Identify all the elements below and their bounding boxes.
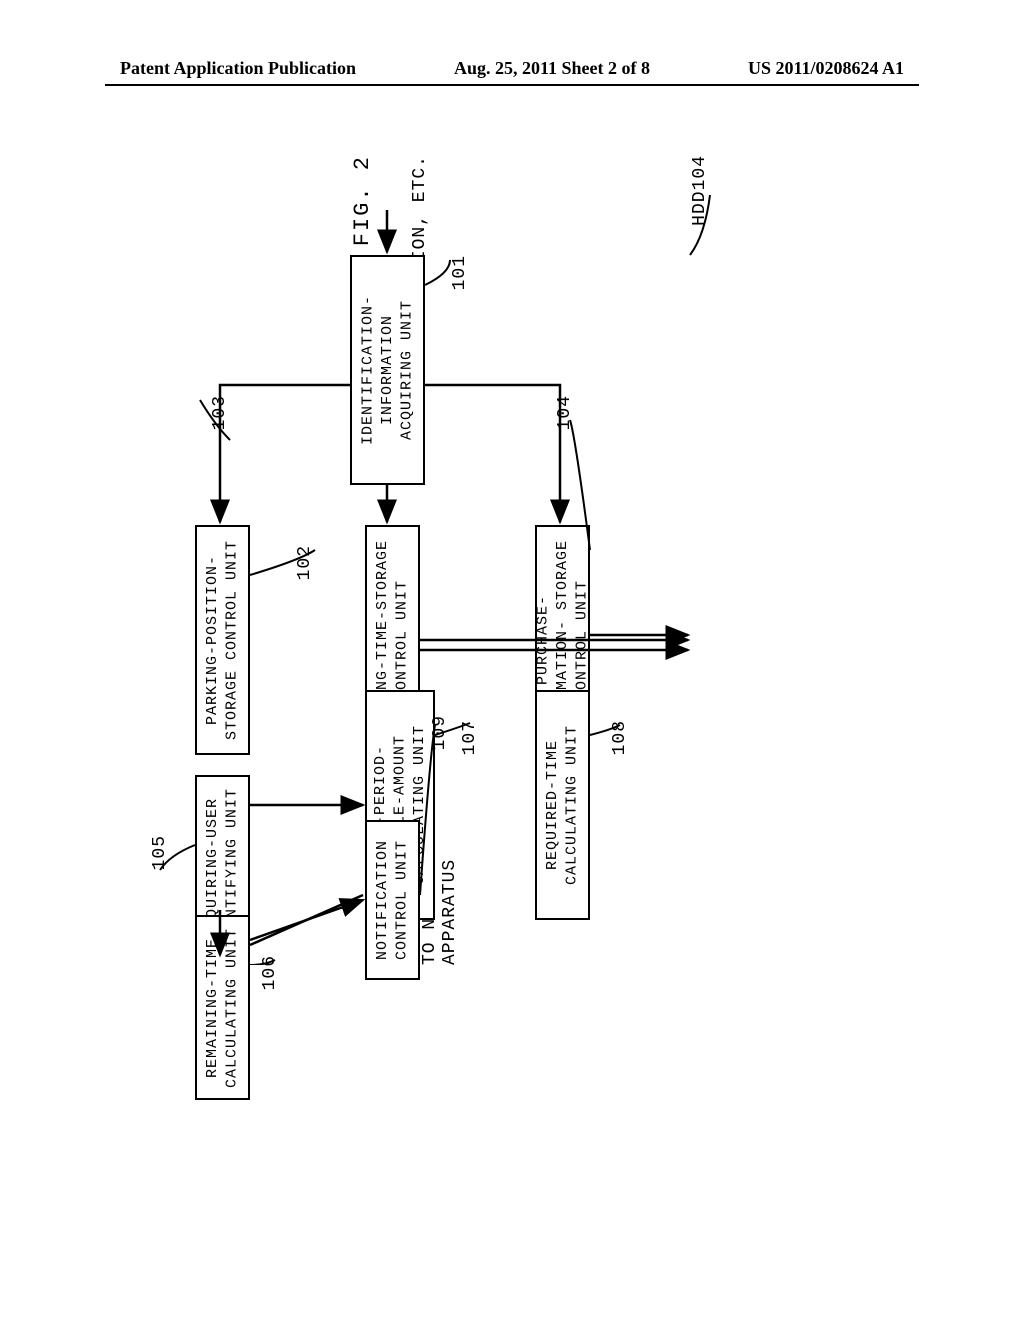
box-106: REMAINING-TIME CALCULATING UNIT (195, 915, 250, 1100)
box-109: NOTIFICATION CONTROL UNIT (365, 820, 420, 980)
box-103: PARKING-POSITION- STORAGE CONTROL UNIT (195, 525, 250, 755)
hdd-label: HDD104 (690, 155, 710, 226)
label-103: 103 (210, 395, 230, 430)
label-106: 106 (260, 955, 280, 990)
label-107: 107 (460, 720, 480, 755)
figure-diagram: FIG. 2 ID INFORMATION, ETC. TO NOTIFYING… (120, 155, 890, 965)
box-101: IDENTIFICATION- INFORMATION ACQUIRING UN… (350, 255, 425, 485)
header-left: Patent Application Publication (120, 58, 356, 79)
box-108: REQUIRED-TIME CALCULATING UNIT (535, 690, 590, 920)
label-101: 101 (450, 255, 470, 290)
label-102: 102 (295, 545, 315, 580)
label-109: 109 (430, 715, 450, 750)
label-104: 104 (555, 395, 575, 430)
figure-title: FIG. 2 (350, 155, 375, 246)
label-108: 108 (610, 720, 630, 755)
label-105: 105 (150, 835, 170, 870)
header-right: US 2011/0208624 A1 (748, 58, 904, 79)
header-rule (105, 84, 919, 86)
header-center: Aug. 25, 2011 Sheet 2 of 8 (454, 58, 650, 79)
page-header: Patent Application Publication Aug. 25, … (0, 58, 1024, 79)
